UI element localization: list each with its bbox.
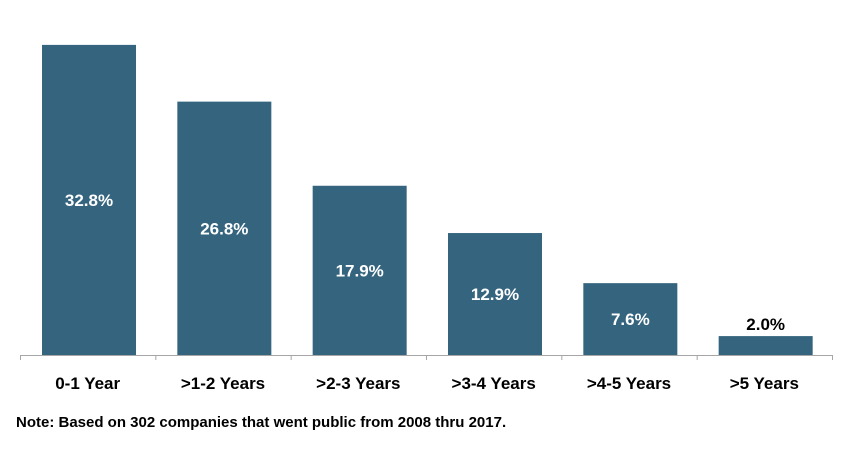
data-label-3-4-years: 12.9% xyxy=(471,285,519,304)
bar-4-5-years xyxy=(583,283,678,355)
x-axis xyxy=(20,355,833,360)
data-label-2-3-years: 17.9% xyxy=(336,261,384,280)
x-tick-label-1-2-years: >1-2 Years xyxy=(181,374,265,393)
bar-0-1-year xyxy=(42,44,136,356)
x-tick-labels-group: 0-1 Year >1-2 Years >2-3 Years >3-4 Years >4… xyxy=(55,374,799,393)
x-tick-label-0-1-year: 0-1 Year xyxy=(55,374,120,393)
bar-1-2-years xyxy=(177,101,272,355)
data-labels-group: 32.8% 26.8% 17.9% 12.9% 7.6% 2.0% xyxy=(65,191,785,334)
bars-group xyxy=(42,44,813,356)
x-tick-label-3-4-years: >3-4 Years xyxy=(452,374,536,393)
x-tick-label-4-5-years: >4-5 Years xyxy=(587,374,671,393)
bar-2-3-years xyxy=(312,185,407,355)
data-label-5-years: 2.0% xyxy=(746,315,785,334)
data-label-0-1-year: 32.8% xyxy=(65,191,113,210)
footnote: Note: Based on 302 companies that went p… xyxy=(16,414,507,431)
data-label-1-2-years: 26.8% xyxy=(200,219,248,238)
x-tick-label-5-years: >5 Years xyxy=(730,374,799,393)
x-tick-label-2-3-years: >2-3 Years xyxy=(316,374,400,393)
bar-3-4-years xyxy=(448,233,542,355)
bar-5-years xyxy=(718,336,813,355)
data-label-4-5-years: 7.6% xyxy=(611,310,650,329)
